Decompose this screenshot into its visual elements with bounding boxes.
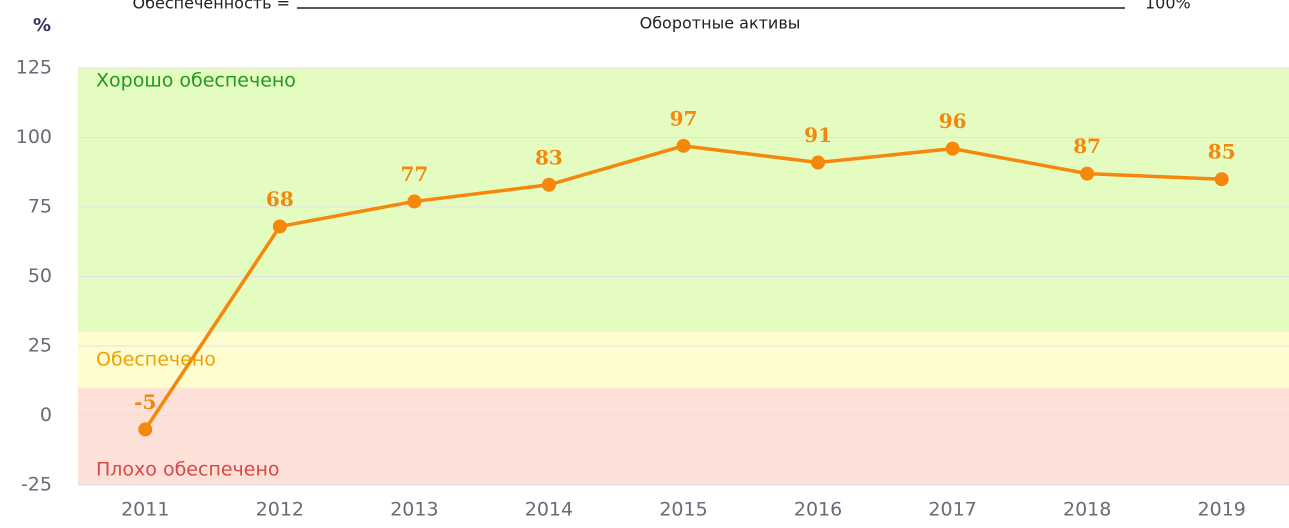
data-point	[1080, 166, 1095, 181]
x-tick-label: 2016	[794, 499, 842, 521]
x-tick-label: 2013	[390, 499, 438, 521]
data-label: 68	[266, 187, 294, 211]
data-label: 77	[400, 162, 428, 186]
y-tick-label: 100	[16, 126, 52, 148]
y-tick-label: 50	[28, 265, 52, 287]
data-point	[676, 138, 691, 153]
data-label: 97	[670, 106, 698, 130]
data-point	[407, 194, 422, 209]
data-label: 91	[804, 123, 832, 147]
data-label: -5	[134, 390, 156, 414]
formula-left: Обеспеченность =	[133, 0, 290, 13]
data-label: 83	[535, 145, 563, 169]
zone-label: Плохо обеспечено	[96, 459, 280, 481]
x-tick-label: 2015	[659, 499, 707, 521]
y-axis-label: %	[33, 15, 51, 36]
x-tick-label: 2018	[1063, 499, 1111, 521]
x-tick-label: 2019	[1198, 499, 1246, 521]
data-point	[272, 219, 287, 234]
y-tick-label: 75	[28, 196, 52, 218]
x-tick-label: 2014	[525, 499, 573, 521]
data-point	[811, 155, 826, 170]
zone-label: Обеспечено	[96, 348, 216, 370]
zone	[78, 387, 1289, 485]
y-tick-label: 125	[16, 57, 52, 79]
data-point	[138, 422, 153, 437]
data-point	[541, 177, 556, 192]
zone-label: Хорошо обеспечено	[96, 70, 296, 92]
zone	[78, 332, 1289, 388]
y-tick-label: 25	[28, 335, 52, 357]
zone	[78, 68, 1289, 333]
formula-right: 100%	[1145, 0, 1191, 13]
data-label: 85	[1208, 140, 1236, 164]
formula-denominator: Оборотные активы	[640, 14, 801, 33]
x-tick-label: 2012	[256, 499, 304, 521]
y-tick-label: 0	[40, 404, 52, 426]
data-point	[1214, 172, 1229, 187]
data-label: 96	[939, 109, 967, 133]
data-point	[945, 141, 960, 156]
data-label: 87	[1073, 134, 1101, 158]
x-tick-label: 2011	[121, 499, 169, 521]
x-tick-label: 2017	[928, 499, 976, 521]
y-tick-label: -25	[21, 474, 52, 496]
